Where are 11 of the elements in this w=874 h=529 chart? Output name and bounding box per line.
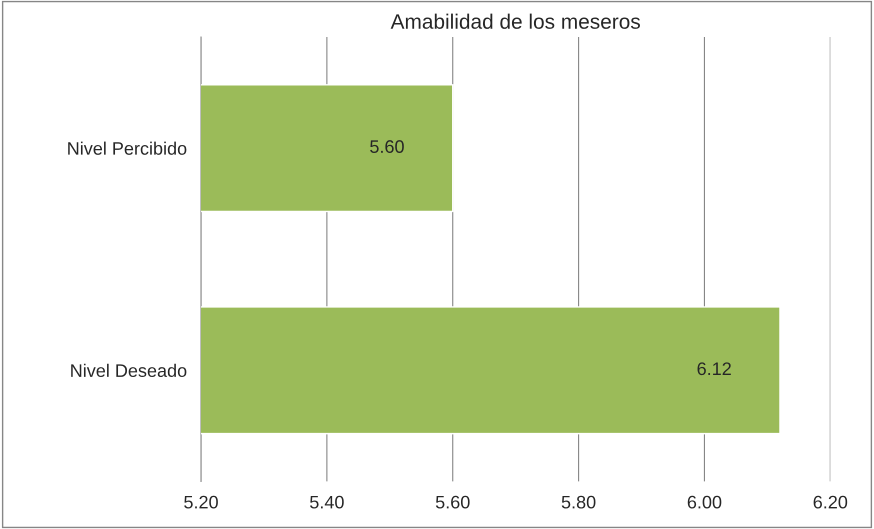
y-tick-label: Nivel Deseado — [71, 364, 186, 378]
y-tick-label: Nivel Percibido — [68, 142, 186, 155]
x-tick-label: 6.20 — [814, 496, 848, 509]
x-tick-label: 5.40 — [310, 496, 344, 509]
x-tick-label: 5.80 — [562, 496, 596, 509]
x-tick-label: 5.60 — [436, 496, 470, 509]
x-tick-label: 5.20 — [184, 496, 218, 509]
data-label: 6.12 — [698, 362, 731, 376]
x-tick-label: 6.00 — [688, 496, 722, 509]
data-label: 5.60 — [370, 140, 404, 153]
chart-title: Amabilidad de los meseros — [390, 14, 640, 29]
